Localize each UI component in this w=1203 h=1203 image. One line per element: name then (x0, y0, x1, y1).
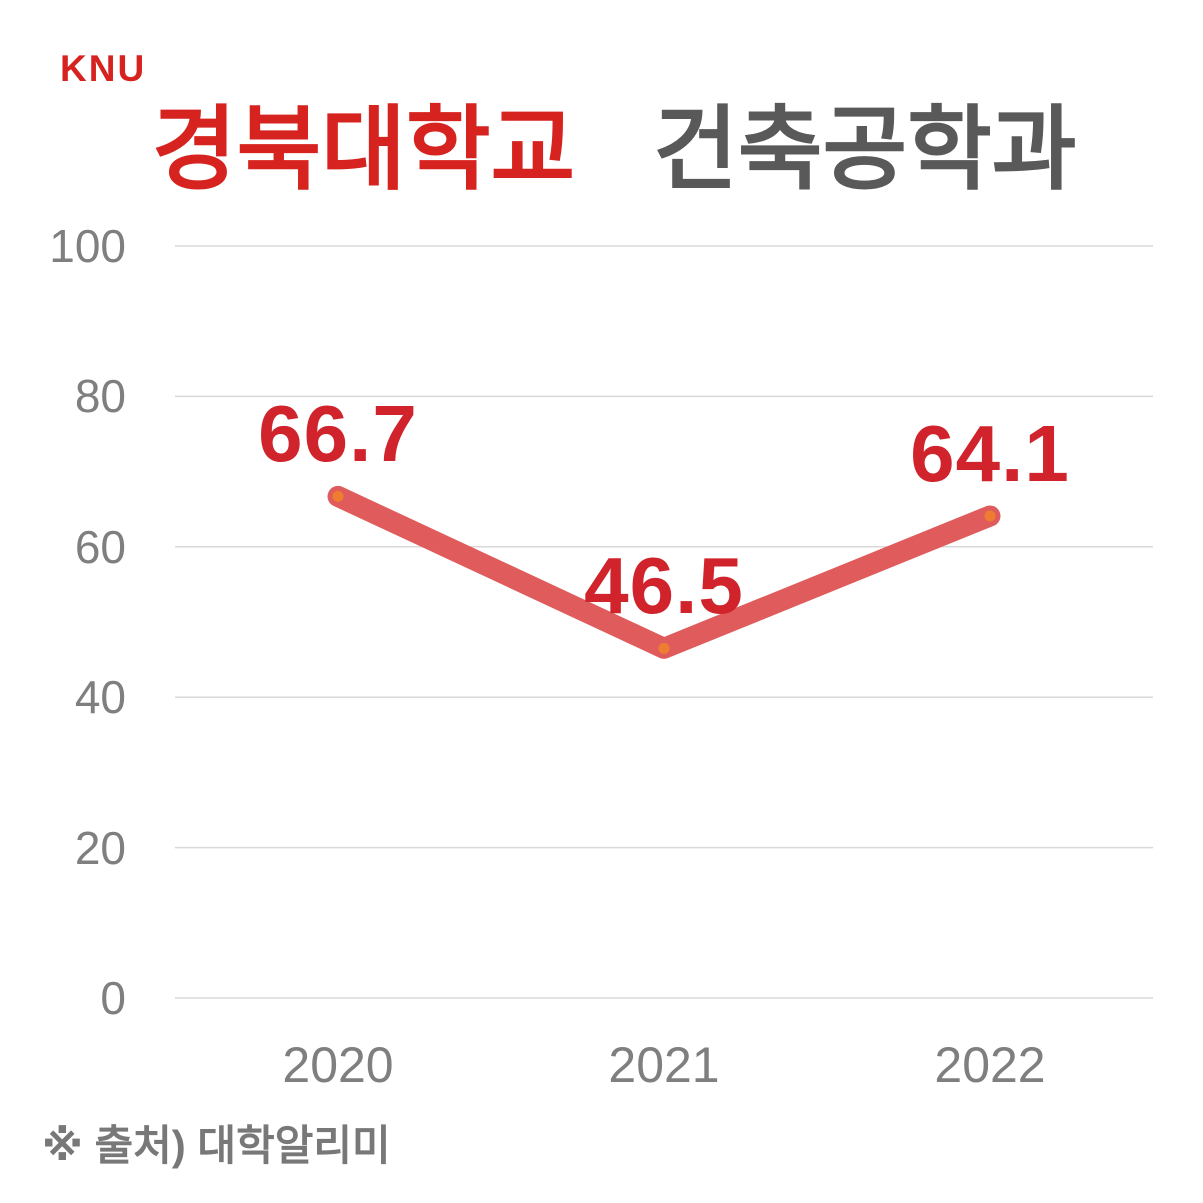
page-title: 경북대학교 건축공학과 (152, 99, 1077, 201)
data-label: 66.7 (258, 389, 418, 479)
y-axis-tick: 100 (49, 220, 126, 272)
source-note: ※ 출처) 대학알리미 (42, 1122, 391, 1169)
data-point-marker (658, 642, 670, 654)
y-axis-tick: 40 (74, 671, 126, 724)
data-label: 64.1 (910, 408, 1070, 498)
knu-logo: KNU (60, 48, 147, 89)
y-axis-tick: 60 (74, 520, 126, 573)
title-university: 경북대학교 (152, 99, 576, 201)
data-point-marker (332, 490, 344, 502)
title-department: 건축공학과 (653, 99, 1077, 201)
y-axis-tick: 20 (74, 821, 126, 874)
x-axis-tick: 2021 (608, 1037, 720, 1093)
x-axis-tick: 2022 (934, 1037, 1046, 1093)
x-axis-tick: 2020 (282, 1037, 394, 1093)
data-label: 46.5 (584, 541, 744, 631)
y-axis-tick: 80 (74, 370, 126, 423)
data-point-marker (984, 510, 996, 522)
y-axis-tick: 0 (100, 972, 126, 1024)
